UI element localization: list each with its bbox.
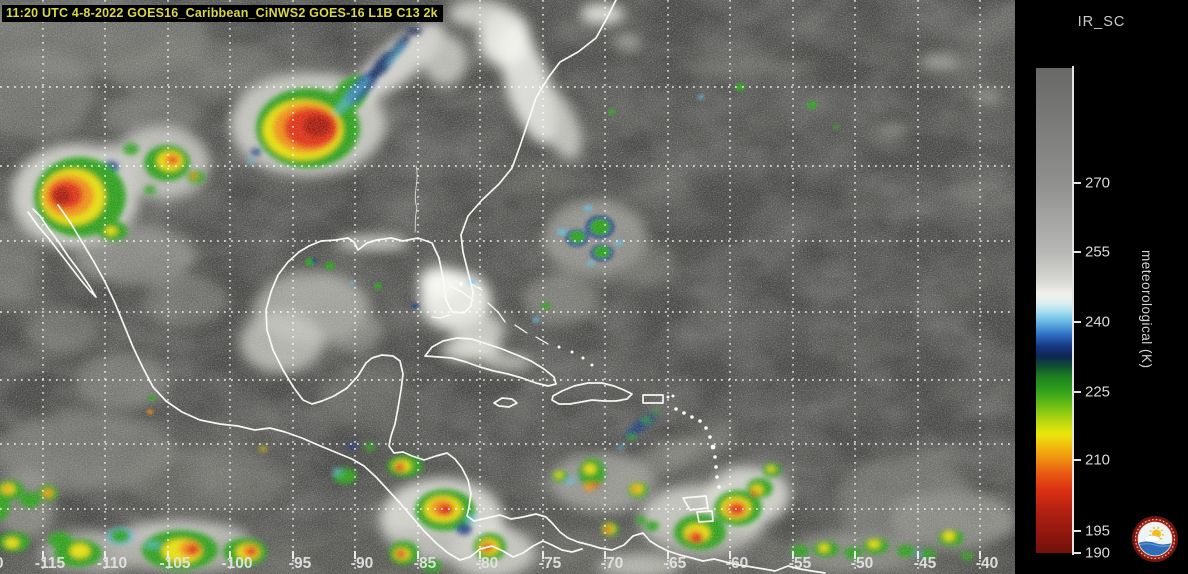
ir-grain-texture (0, 0, 1015, 574)
lon-label: -55 (789, 555, 812, 572)
coastline-us-mexico (265, 0, 776, 572)
satellite-map: -120 -115 -110 -105 -100 -95 -90 -85 -80… (0, 0, 1015, 574)
colorbar-tick (1074, 182, 1081, 184)
lon-label: -75 (539, 555, 562, 572)
colorbar-tick-label: 240 (1085, 313, 1111, 331)
lon-label: -90 (351, 555, 373, 572)
colorbar-unit-label: meteorological (K) (1139, 250, 1154, 369)
island-puerto-rico (642, 394, 664, 404)
temperature-colorbar (1036, 68, 1072, 553)
lon-label: -105 (159, 555, 190, 572)
sea-waves-icon (1138, 541, 1172, 556)
colorbar-tick (1074, 391, 1081, 393)
colorbar-tick-label: 225 (1085, 383, 1111, 401)
island-cuba (424, 337, 557, 387)
colorbar-tick (1074, 321, 1081, 323)
islands-trinidad (682, 495, 714, 523)
lon-label: -100 (221, 555, 252, 572)
lon-label: -50 (851, 555, 873, 572)
colorbar-tick-label: 255 (1085, 243, 1111, 261)
colorbar-tick-label: 210 (1085, 451, 1111, 469)
latlon-grid (0, 0, 1015, 574)
colorbar-title: IR_SC (1077, 14, 1126, 30)
colorbar-tick-label: 195 (1085, 522, 1111, 540)
cinws-seal-logo (1132, 516, 1178, 562)
lon-label: -115 (35, 555, 66, 572)
colorbar-tick-label: 190 (1085, 544, 1111, 562)
colorbar-panel: IR_SC 270 255 240 225 210 195 190 meteor… (1015, 0, 1188, 574)
small-islands (459, 282, 721, 489)
lon-label: -65 (664, 555, 687, 572)
coastline-pacific-mexico (57, 204, 583, 561)
lon-label: -60 (726, 555, 748, 572)
islands-bahamas (431, 282, 549, 345)
lon-label: -80 (476, 555, 498, 572)
lon-label: -45 (914, 555, 937, 572)
colorbar-tick (1074, 459, 1081, 461)
seal-rim-text-dots (1134, 518, 1176, 560)
lon-ticks (42, 551, 981, 559)
coastlines (27, 0, 826, 574)
timestamp-title-bar: 11:20 UTC 4-8-2022 GOES16_Caribbean_CiNW… (2, 5, 443, 22)
colorbar-tick (1074, 552, 1081, 554)
lon-axis-labels: -120 -115 -110 -105 -100 -95 -90 -85 -80… (0, 555, 998, 572)
lon-label: -110 (97, 555, 127, 572)
island-hispaniola (551, 382, 633, 405)
lon-label: -70 (601, 555, 623, 572)
colorbar-tick-label: 270 (1085, 174, 1111, 192)
lon-label: -95 (289, 555, 312, 572)
river (414, 165, 418, 233)
colorbar-axis-line (1072, 66, 1074, 555)
coastline-baja (27, 208, 97, 298)
island-jamaica (493, 397, 518, 408)
cloud-icon (1144, 535, 1160, 543)
lon-label: -40 (976, 555, 998, 572)
colorbar-tick (1074, 530, 1081, 532)
lon-label: -120 (0, 555, 4, 572)
goes16-ir-image: -120 -115 -110 -105 -100 -95 -90 -85 -80… (0, 0, 1015, 574)
lon-label: -85 (414, 555, 437, 572)
colorbar-tick (1074, 251, 1081, 253)
coastline-south-america (774, 565, 826, 574)
